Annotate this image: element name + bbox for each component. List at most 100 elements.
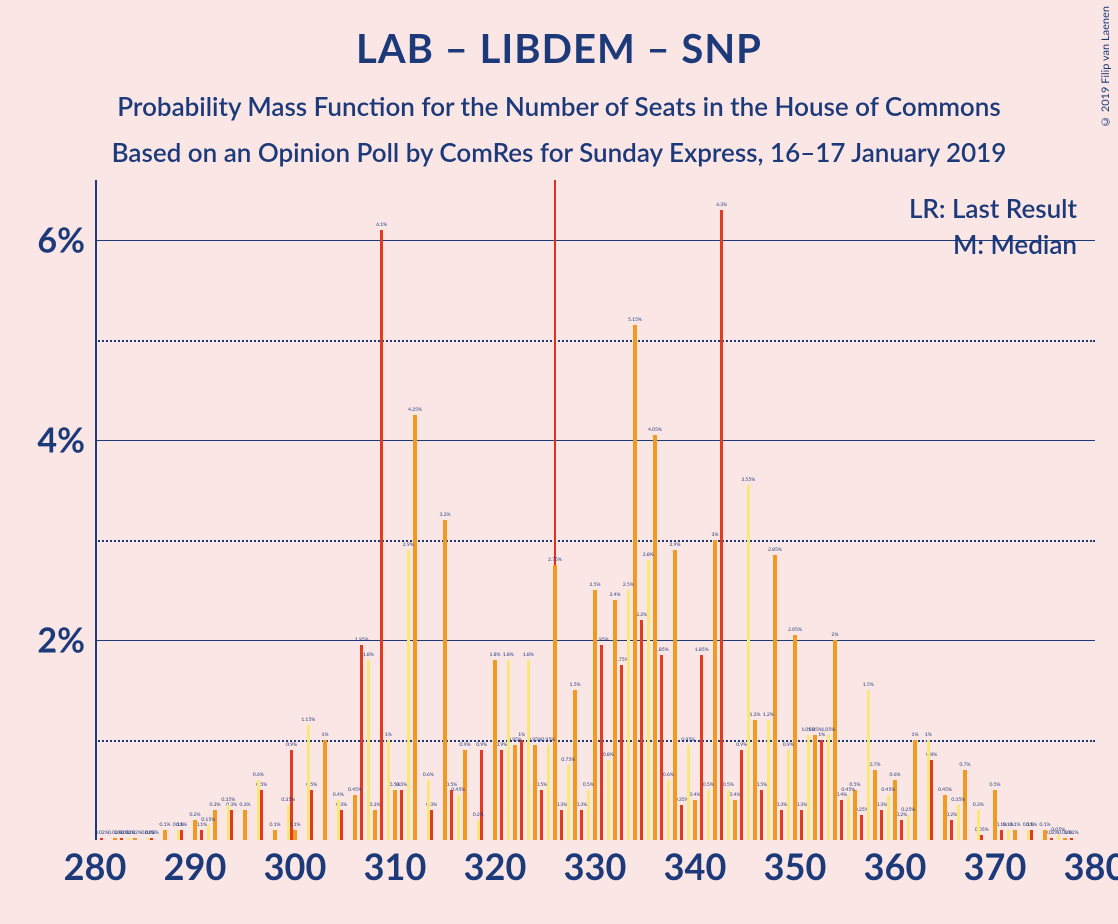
bar-red bbox=[660, 655, 663, 840]
bar-value-label: 0.6% bbox=[890, 772, 901, 778]
bars-group: 0.02%0.02%0.02%0.1%0.1%0.3%0.5%0.9%0.5%0… bbox=[95, 190, 1095, 840]
bar-value-label: 1.5% bbox=[570, 682, 581, 688]
bar-red bbox=[230, 810, 233, 840]
bar-red bbox=[680, 805, 683, 840]
bar-orange bbox=[873, 770, 876, 840]
bar-orange bbox=[1063, 838, 1066, 840]
bar-value-label: 1.05% bbox=[821, 727, 835, 733]
bar-yellow bbox=[627, 590, 630, 840]
bar-red bbox=[1000, 830, 1003, 840]
bar-orange bbox=[243, 810, 246, 840]
bar-yellow bbox=[337, 800, 340, 840]
bar-yellow bbox=[907, 815, 910, 840]
x-tick-label: 280 bbox=[64, 844, 127, 888]
bar-red bbox=[540, 790, 543, 840]
bar-value-label: 0.5% bbox=[703, 782, 714, 788]
bar-red bbox=[640, 620, 643, 840]
bar-value-label: 1.95% bbox=[355, 637, 369, 643]
bar-value-label: 0.3% bbox=[210, 802, 221, 808]
bar-yellow bbox=[607, 760, 610, 840]
bar-yellow bbox=[977, 810, 980, 840]
bar-value-label: 1% bbox=[925, 732, 932, 738]
bar-value-label: 0.45% bbox=[451, 787, 465, 793]
bar-red bbox=[880, 810, 883, 840]
bar-value-label: 0.5% bbox=[756, 782, 767, 788]
bar-orange bbox=[413, 415, 416, 840]
bar-value-label: 4.25% bbox=[408, 407, 422, 413]
bar-value-label: 0.45% bbox=[348, 787, 362, 793]
bar-value-label: 1.2% bbox=[750, 712, 761, 718]
bar-value-label: 1.8% bbox=[490, 652, 501, 658]
bar-yellow bbox=[307, 725, 310, 840]
bar-yellow bbox=[1057, 835, 1060, 840]
bar-value-label: 0.35% bbox=[221, 797, 235, 803]
bar-yellow bbox=[177, 830, 180, 840]
bar-value-label: 0.2% bbox=[473, 812, 484, 818]
bar-value-label: 2.9% bbox=[670, 542, 681, 548]
bar-value-label: 0.75% bbox=[561, 757, 575, 763]
bar-value-label: 2.4% bbox=[610, 592, 621, 598]
bar-value-label: 0.8% bbox=[603, 752, 614, 758]
bar-value-label: 0.1% bbox=[1023, 822, 1034, 828]
bar-value-label: 0.2% bbox=[190, 812, 201, 818]
bar-yellow bbox=[707, 790, 710, 840]
bar-orange bbox=[633, 325, 636, 840]
bar-value-label: 6.1% bbox=[376, 222, 387, 228]
y-tick-label: 2% bbox=[5, 620, 85, 661]
bar-value-label: 0.5% bbox=[990, 782, 1001, 788]
bar-orange bbox=[443, 520, 446, 840]
bar-red bbox=[860, 815, 863, 840]
bar-value-label: 0.7% bbox=[870, 762, 881, 768]
x-tick-label: 350 bbox=[764, 844, 827, 888]
bar-red bbox=[500, 750, 503, 840]
bar-orange bbox=[753, 720, 756, 840]
bar-orange bbox=[113, 838, 116, 840]
bar-value-label: 0.3% bbox=[796, 802, 807, 808]
bar-yellow bbox=[1027, 830, 1030, 840]
bar-value-label: 0.15% bbox=[201, 817, 215, 823]
bar-value-label: 0.6% bbox=[423, 772, 434, 778]
bar-value-label: 0.3% bbox=[876, 802, 887, 808]
bar-red bbox=[900, 820, 903, 840]
bar-red bbox=[820, 740, 823, 840]
bar-red bbox=[100, 838, 103, 840]
bar-red bbox=[120, 838, 123, 840]
bar-value-label: 0.3% bbox=[370, 802, 381, 808]
bar-value-label: 2.75% bbox=[548, 557, 562, 563]
bar-yellow bbox=[847, 795, 850, 840]
bar-yellow bbox=[207, 825, 210, 840]
bar-orange bbox=[493, 660, 496, 840]
bar-yellow bbox=[667, 780, 670, 840]
bar-value-label: 0.7% bbox=[960, 762, 971, 768]
bar-value-label: 0.6% bbox=[253, 772, 264, 778]
bar-red bbox=[310, 790, 313, 840]
bar-orange bbox=[573, 690, 576, 840]
bar-value-label: 0.9% bbox=[286, 742, 297, 748]
bar-orange bbox=[713, 540, 716, 840]
bar-orange bbox=[773, 555, 776, 840]
bar-orange bbox=[513, 745, 516, 840]
bar-value-label: 0.4% bbox=[333, 792, 344, 798]
bar-value-label: 0.9% bbox=[783, 742, 794, 748]
bar-red bbox=[700, 655, 703, 840]
bar-red bbox=[560, 810, 563, 840]
bar-value-label: 0.02% bbox=[108, 830, 122, 836]
bar-value-label: 1.15% bbox=[301, 717, 315, 723]
bar-value-label: 1.8% bbox=[523, 652, 534, 658]
bar-value-label: 1% bbox=[912, 732, 919, 738]
bar-value-label: 2% bbox=[832, 632, 839, 638]
bar-orange bbox=[193, 820, 196, 840]
bar-value-label: 0.05% bbox=[1051, 827, 1065, 833]
bar-value-label: 0.45% bbox=[841, 787, 855, 793]
bar-orange bbox=[323, 740, 326, 840]
bar-value-label: 0.3% bbox=[576, 802, 587, 808]
bar-value-label: 0.3% bbox=[240, 802, 251, 808]
bar-value-label: 0.35% bbox=[951, 797, 965, 803]
bar-value-label: 2.2% bbox=[636, 612, 647, 618]
bar-red bbox=[380, 230, 383, 840]
bar-yellow bbox=[387, 740, 390, 840]
bar-value-label: 0.1% bbox=[270, 822, 281, 828]
bar-orange bbox=[733, 800, 736, 840]
bar-value-label: 0.5% bbox=[390, 782, 401, 788]
bar-yellow bbox=[507, 660, 510, 840]
